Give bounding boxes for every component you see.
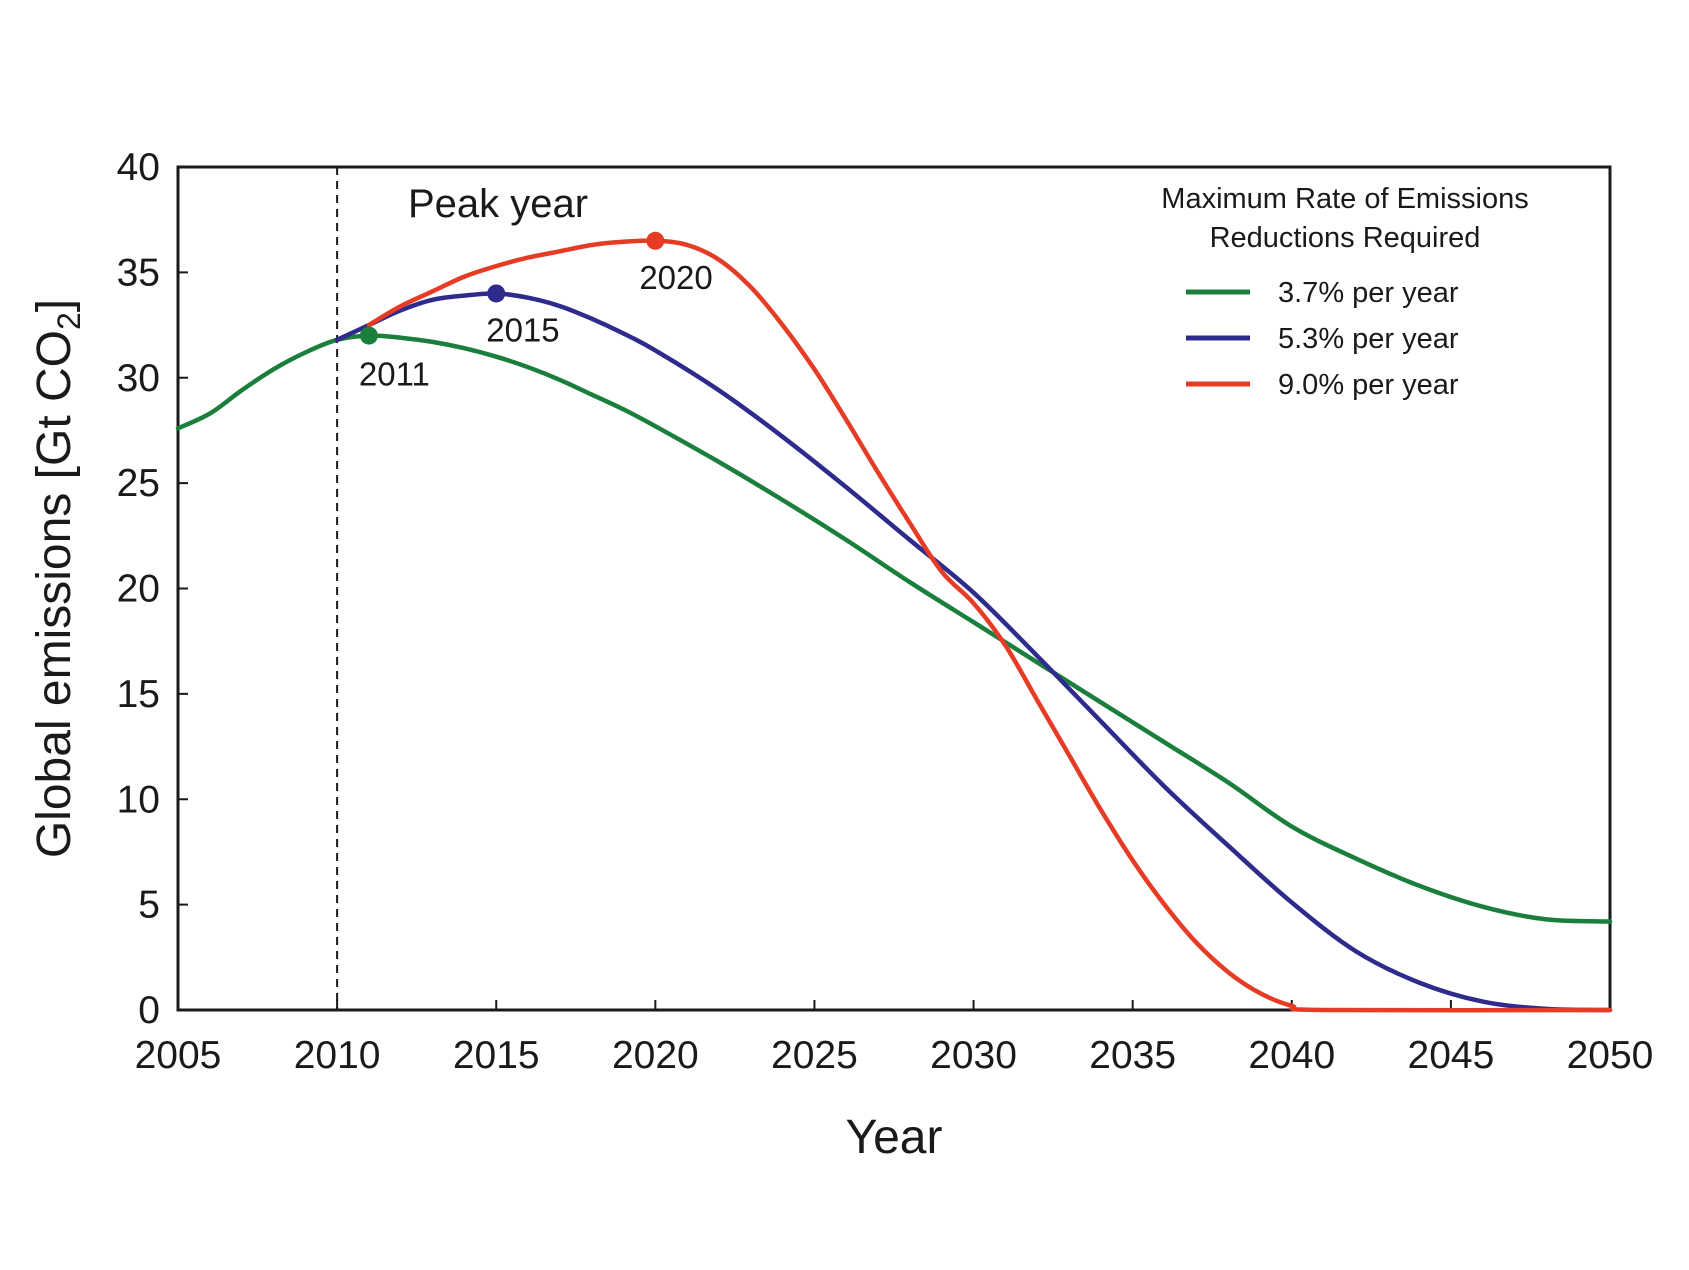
x-tick-label: 2010 bbox=[294, 1034, 381, 1077]
x-axis-title: Year bbox=[846, 1111, 943, 1164]
peak-label-2015: 2015 bbox=[486, 311, 559, 348]
legend-title-line2: Reductions Required bbox=[1210, 222, 1481, 254]
x-tick-label: 2020 bbox=[612, 1034, 699, 1077]
legend-label-3: 9.0% per year bbox=[1278, 369, 1459, 401]
peak-marker-2011 bbox=[359, 326, 378, 345]
legend-title-line1: Maximum Rate of Emissions bbox=[1161, 183, 1528, 215]
x-tick-label: 2025 bbox=[771, 1034, 858, 1077]
x-tick-label: 2030 bbox=[930, 1034, 1017, 1077]
y-tick-label: 35 bbox=[117, 251, 160, 294]
series-line-2 bbox=[334, 291, 1613, 1013]
series-line-3 bbox=[366, 238, 1613, 1013]
y-tick-label: 30 bbox=[117, 357, 160, 400]
x-tick-label: 2035 bbox=[1089, 1034, 1176, 1077]
legend: Maximum Rate of Emissions Reductions Req… bbox=[1161, 183, 1528, 401]
y-axis-title-main: Global emissions [Gt CO bbox=[28, 330, 81, 858]
y-axis-title-suffix: ] bbox=[28, 299, 81, 312]
y-axis-title-subscript: 2 bbox=[51, 312, 87, 330]
x-tick-label: 2015 bbox=[453, 1034, 540, 1077]
peak-marker-2020 bbox=[646, 231, 665, 250]
peak-markers: 2011 2015 2020 bbox=[359, 231, 713, 393]
y-tick-label: 10 bbox=[117, 778, 160, 821]
peak-marker-2015 bbox=[487, 284, 506, 303]
peak-year-annotation: Peak year bbox=[408, 182, 588, 226]
y-tick-label: 15 bbox=[117, 673, 160, 716]
series-line-1 bbox=[175, 333, 1613, 924]
peak-label-2011: 2011 bbox=[359, 356, 430, 393]
y-tick-label: 40 bbox=[117, 146, 160, 189]
y-axis: 0 5 10 15 20 25 30 35 40 bbox=[117, 146, 188, 1032]
y-tick-label: 0 bbox=[138, 989, 160, 1032]
x-axis: 2005 2010 2015 2020 2025 2030 2035 2040 2045 2050 bbox=[135, 1000, 1654, 1077]
x-tick-label: 2005 bbox=[135, 1034, 222, 1077]
y-axis-title: Global emissions [Gt CO2] bbox=[28, 299, 87, 858]
x-tick-label: 2045 bbox=[1408, 1034, 1495, 1077]
y-tick-label: 20 bbox=[117, 568, 160, 611]
x-tick-label: 2040 bbox=[1248, 1034, 1335, 1077]
y-tick-label: 5 bbox=[138, 884, 160, 927]
x-tick-label: 2050 bbox=[1567, 1034, 1654, 1077]
legend-label-1: 3.7% per year bbox=[1278, 277, 1459, 309]
series-group bbox=[175, 238, 1613, 1013]
legend-label-2: 5.3% per year bbox=[1278, 323, 1459, 355]
y-tick-label: 25 bbox=[117, 462, 160, 505]
peak-label-2020: 2020 bbox=[639, 259, 712, 296]
legend-items: 3.7% per year 5.3% per year 9.0% per year bbox=[1186, 277, 1459, 401]
